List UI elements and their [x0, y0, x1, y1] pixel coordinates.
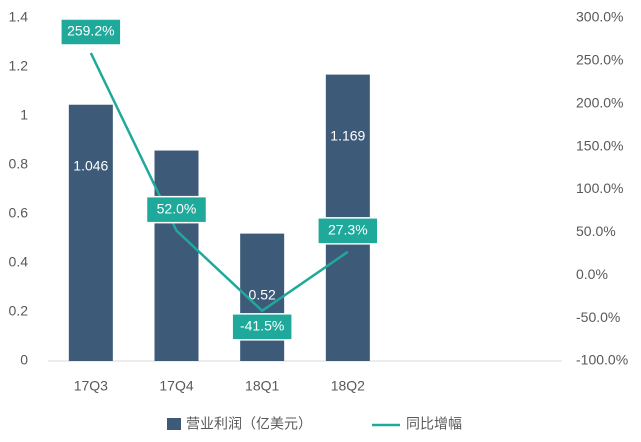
bar [154, 150, 199, 361]
x-tick-label: 18Q2 [331, 378, 365, 394]
legend-swatch [167, 418, 181, 430]
y-tick-label: 0.6 [9, 205, 29, 221]
y-tick-label: 0 [20, 352, 28, 368]
line-label-box [60, 18, 122, 46]
y-tick-label: 1 [20, 107, 28, 123]
legend-label: 同比增幅 [406, 416, 462, 432]
bar [68, 104, 113, 361]
y2-tick-label: 50.0% [576, 223, 616, 239]
x-tick-label: 17Q3 [74, 378, 108, 394]
line-value-label: 27.3% [328, 222, 368, 238]
y2-tick-label: -100.0% [576, 352, 628, 368]
y2-tick-label: 0.0% [576, 266, 608, 282]
y2-tick-label: -50.0% [576, 309, 620, 325]
y2-tick-label: 200.0% [576, 94, 623, 110]
line-value-label: -41.5% [240, 318, 284, 334]
line-series [89, 52, 349, 313]
legend-label: 营业利润（亿美元） [186, 416, 312, 432]
y2-tick-label: 300.0% [576, 9, 623, 25]
y-tick-label: 0.4 [9, 254, 29, 270]
bar-value-label: 0.52 [249, 286, 276, 302]
line-value-label: 259.2% [67, 23, 114, 39]
y-tick-label: 0.2 [9, 303, 29, 319]
line-value-label: 52.0% [157, 200, 197, 216]
x-tick-label: 17Q4 [159, 378, 193, 394]
y-tick-label: 1.4 [9, 9, 29, 25]
y-tick-label: 1.2 [9, 58, 29, 74]
bar-value-label: 1.046 [73, 157, 108, 173]
y2-tick-label: 150.0% [576, 137, 623, 153]
bar-value-label: 1.169 [330, 127, 365, 143]
y-tick-label: 0.8 [9, 156, 29, 172]
line-label-box [145, 195, 208, 224]
y2-tick-label: 100.0% [576, 180, 623, 196]
line-label-box [231, 313, 293, 341]
line-label-box [317, 217, 379, 245]
y2-tick-label: 250.0% [576, 52, 623, 68]
x-tick-label: 18Q1 [245, 378, 279, 394]
